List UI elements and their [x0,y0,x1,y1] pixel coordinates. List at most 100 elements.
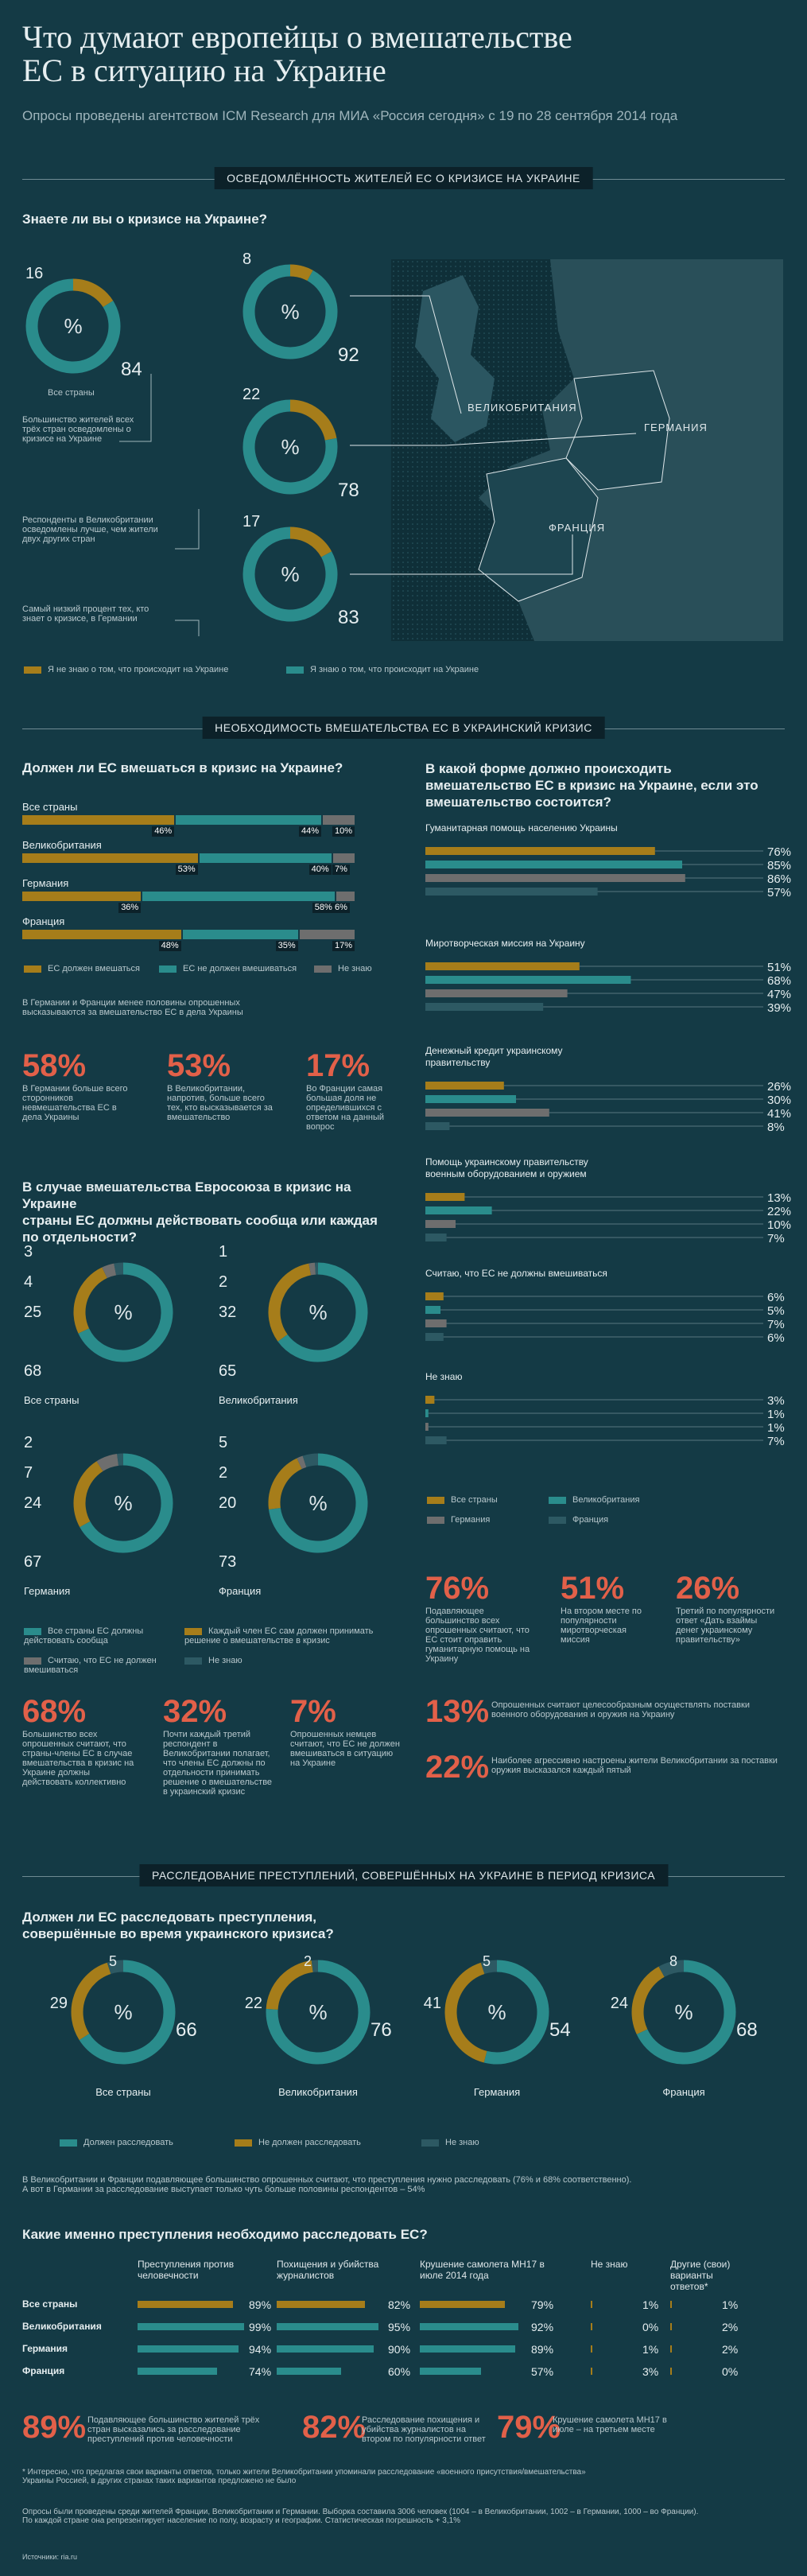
question-line: страны ЕС должны действовать сообща или … [22,1213,378,1228]
investigate-donut-slice [71,1962,111,2041]
crimes-stat-1-text: Подавляющее большинство жителей трёх стр… [87,2415,260,2444]
form-bar-value: 47% [767,988,791,1001]
crimes-value: 89% [531,2343,554,2356]
page-subtitle: Опросы проведены агентством ICM Research… [22,108,678,123]
together-value: 2 [219,1273,227,1291]
together-value: 1 [219,1243,227,1261]
form-bar-value: 86% [767,872,791,886]
crimes-footnote: * Интересно, что предлагая свои варианты… [22,2468,586,2485]
form-bar [425,1234,447,1241]
map-pointer-fr [350,534,573,575]
form-bar-value: 8% [767,1121,785,1134]
question-line: по отдельности? [22,1230,137,1245]
awareness-value-no: 17 [242,513,260,530]
section-title-awareness: ОСВЕДОМЛЁННОСТЬ ЖИТЕЛЕЙ ЕС О КРИЗИСЕ НА … [214,167,593,189]
together-value: 25 [24,1304,41,1321]
form-bar-value: 22% [767,1205,791,1218]
legend-text: Не знаю [445,2138,479,2147]
section-title-investigate: РАССЛЕДОВАНИЕ ПРЕСТУПЛЕНИЙ, СОВЕРШЁННЫХ … [138,1864,669,1886]
investigate-value-no: 41 [424,1995,441,2012]
note-line: А вот в Германии за расследование выступ… [22,2185,425,2194]
form-bar-value: 6% [767,1331,785,1345]
crimes-bar [277,2368,341,2375]
legend-swatch [24,1627,41,1635]
together-legend-1: Все страны ЕС должны действовать сообща [24,1626,175,1645]
intervene-bar-segment [182,930,298,939]
together-value: 3 [24,1243,33,1261]
together-stat-1: 68% Большинство всех опрошенных считают, … [22,1694,142,1787]
intervene-bar-segment [22,853,198,863]
form-stat-5-text: Наиболее агрессивно настроены жители Вел… [491,1756,778,1775]
crimes-bar [420,2368,481,2375]
investigate-donut-percent-sign: % [114,2000,132,2024]
page-title: Что думают европейцы о вмешательстве ЕС … [22,21,572,87]
crimes-col-header: Другие (свои) варианты ответов* [670,2259,731,2292]
investigate-donut-slice [266,1960,313,2011]
crimes-bar [277,2301,365,2308]
form-bar [425,962,580,970]
legend-text: ЕС должен вмешаться [48,964,140,973]
form-bar-value: 57% [767,886,791,899]
intervene-bar-segment [22,815,175,825]
question-line: совершённые во время украинского кризиса… [22,1926,334,1941]
awareness-donut-slice [289,526,332,558]
form-bar-value: 51% [767,961,791,974]
intervene-bar-segment [199,853,332,863]
together-donut-slice [302,1453,319,1467]
form-bar [425,888,598,896]
investigate-country-label: Германия [474,2086,520,2098]
method-line: Опросы были проведены среди жителей Фран… [22,2508,699,2516]
form-bar [425,1333,444,1341]
crimes-value: 1% [642,2343,659,2356]
intervene-bar-value: 58% [312,903,335,913]
crimes-stat-1: 89% [22,2410,86,2446]
investigate-donut-slice [266,1960,371,2065]
crimes-value: 79% [531,2298,554,2311]
connector-line [175,509,200,550]
intervene-row-label: Великобритания [22,839,102,851]
intervene-stat-2: 53% В Великобритании, напротив, больше вс… [167,1048,278,1122]
legend-swatch [24,1657,41,1665]
together-donut-slice [73,1461,103,1528]
intervene-bar-segment [299,930,355,939]
investigate-donut-percent-sign: % [308,2000,327,2024]
crimes-col-header: Похищения и убийства журналистов [277,2259,379,2281]
form-bar [425,1082,504,1090]
legend-text: Франция [572,1515,609,1525]
legend-swatch [427,1496,444,1504]
crimes-value: 94% [249,2343,272,2356]
form-bar-value: 1% [767,1408,785,1421]
together-question: В случае вмешательства Евросоюза в кризи… [22,1179,388,1245]
crimes-stat-2-text: Расследование похищения и убийства журна… [362,2415,486,2444]
awareness-donut-percent-sign: % [281,562,299,586]
awareness-all-label: Все страны [48,388,95,398]
form-bar [425,1109,549,1117]
form-legend-3: Германия [427,1515,490,1525]
crimes-col-header: Крушение самолета MH17 в июле 2014 года [420,2259,545,2281]
awareness-value-no: 8 [242,251,251,268]
stat-text: Во Франции самая большая доля не определ… [306,1084,385,1132]
together-stat-3: 7% Опрошенных немцев считают, что ЕС не д… [290,1694,402,1768]
map-label-de: ГЕРМАНИЯ [644,422,708,433]
crimes-bar [138,2368,217,2375]
awareness-value-yes: 83 [338,607,359,628]
footnote-line: Украины Россией, в других странах таких … [22,2477,297,2485]
legend-text: Я знаю о том, что происходит на Украине [310,665,479,674]
crimes-bar [277,2323,379,2330]
map-pointer-uk [350,295,462,414]
awareness-value-yes: 78 [338,480,359,501]
form-bar [425,976,631,984]
together-donut-slice [73,1267,108,1334]
legend-swatch [235,2139,252,2147]
crimes-value: 0% [722,2365,739,2378]
title-line-2: ЕС в ситуацию на Украине [22,52,386,88]
crimes-bar [591,2323,592,2330]
together-value: 20 [219,1494,236,1512]
form-group-label: Не знаю [425,1371,462,1382]
stat-text: На втором месте по популярности миротвор… [561,1607,642,1645]
form-bar [425,1306,440,1314]
intervene-legend-no: ЕС не должен вмешиваться [159,964,297,973]
crimes-bar [670,2323,672,2330]
stat-value: 68% [22,1694,87,1729]
together-donut-slice [268,1458,303,1509]
